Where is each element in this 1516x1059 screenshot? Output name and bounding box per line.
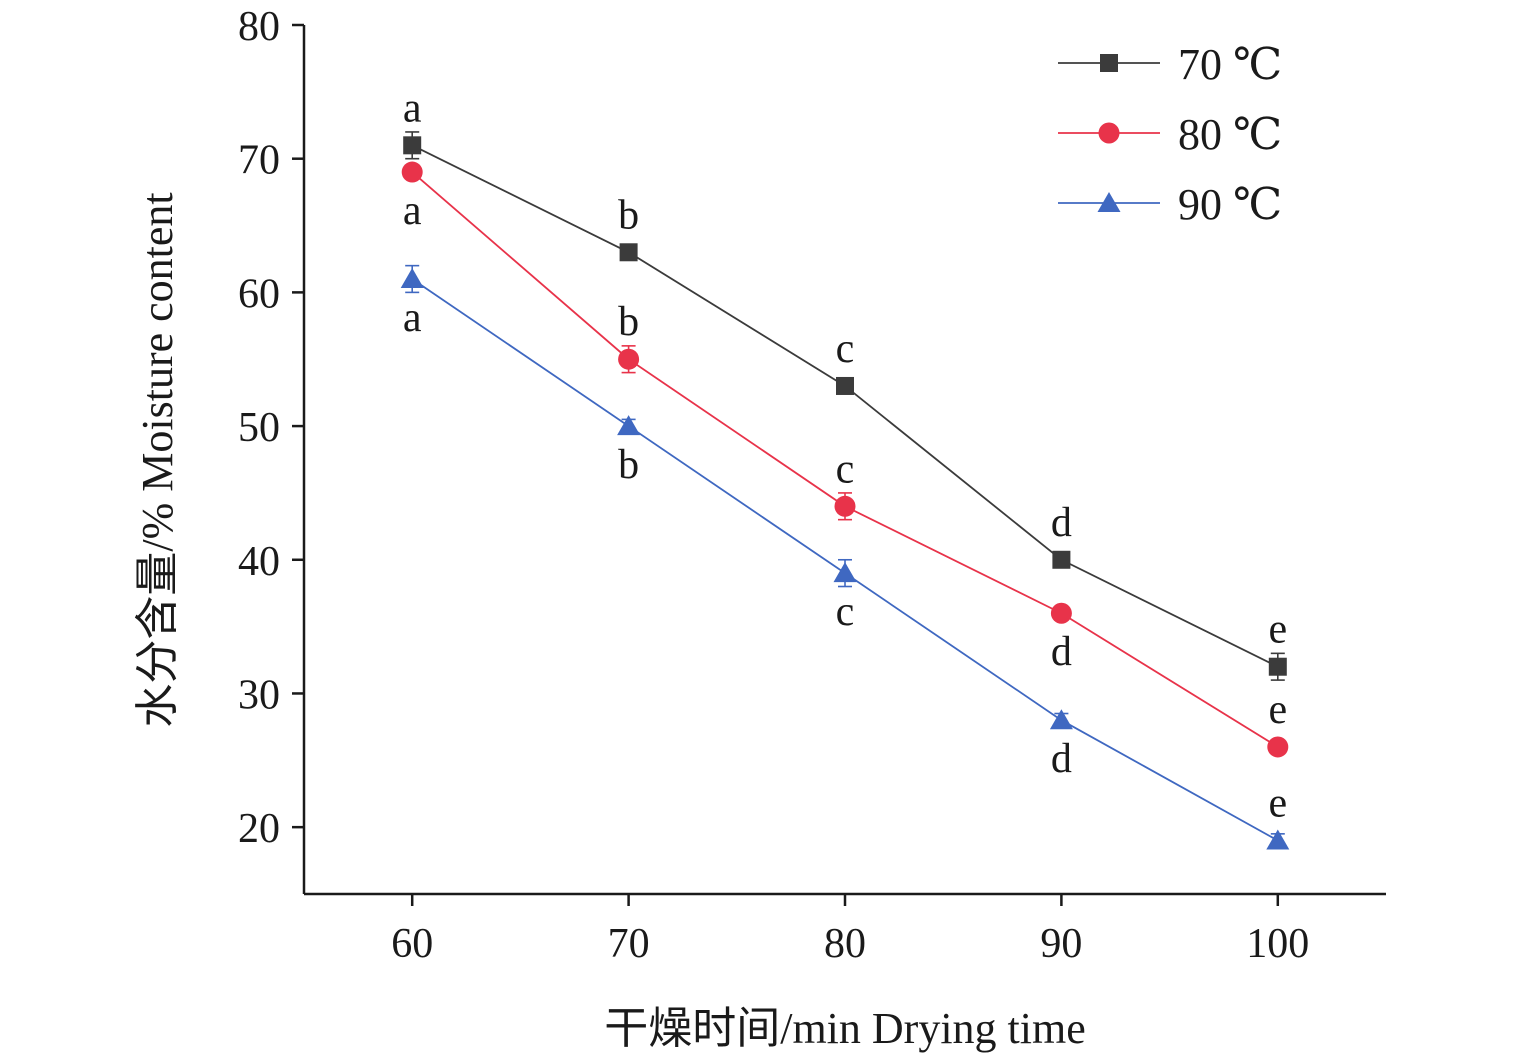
legend-item: 80 ℃ (1058, 110, 1282, 159)
data-point (617, 415, 641, 436)
y-tick-label: 80 (238, 4, 280, 50)
data-point (401, 161, 423, 183)
data-point (1267, 736, 1289, 758)
data-point (619, 243, 638, 262)
legend-item: 70 ℃ (1058, 40, 1282, 89)
series-layer: a b c d e a b c d e a b c d e (400, 85, 1290, 850)
y-tick-label: 30 (238, 672, 280, 718)
x-tick-label: 70 (608, 921, 650, 967)
y-tick-label: 50 (238, 405, 280, 451)
y-ticks: 20 30 40 50 60 70 80 (238, 4, 304, 852)
legend-label: 80 ℃ (1178, 110, 1282, 159)
significance-letter: c (836, 326, 855, 372)
data-point (1052, 550, 1071, 569)
data-point (1049, 709, 1073, 730)
significance-letter: e (1268, 781, 1287, 827)
significance-letter: b (618, 192, 639, 238)
significance-letter: c (836, 446, 855, 492)
significance-letter: a (403, 295, 422, 341)
y-tick-label: 60 (238, 271, 280, 317)
x-axis-label: 干燥时间/min Drying time (604, 1004, 1086, 1053)
y-tick-label: 70 (238, 138, 280, 184)
legend-label: 70 ℃ (1178, 40, 1282, 89)
significance-letter: a (403, 188, 422, 234)
significance-letter: e (1268, 607, 1287, 653)
legend-marker (1097, 192, 1121, 212)
x-tick-label: 100 (1246, 921, 1309, 967)
x-ticks: 60 70 80 90 100 (391, 894, 1309, 967)
data-point (836, 376, 854, 395)
significance-letter: e (1268, 687, 1287, 733)
significance-letter: d (1051, 500, 1072, 546)
x-tick-label: 90 (1040, 921, 1082, 967)
legend-label: 90 ℃ (1178, 180, 1282, 229)
data-point (1266, 829, 1290, 850)
legend: 70 ℃ 80 ℃ 90 ℃ (1058, 40, 1282, 229)
series-1: a b c d e (403, 85, 1287, 681)
y-tick-label: 40 (238, 539, 280, 585)
data-point (400, 268, 424, 289)
significance-letter: b (618, 299, 639, 345)
data-point (1268, 657, 1287, 676)
series-3: a b c d e (400, 264, 1290, 850)
y-tick-label: 20 (238, 806, 280, 852)
significance-letter: b (618, 442, 639, 488)
significance-letter: d (1051, 629, 1072, 675)
data-point (833, 562, 857, 583)
data-point (403, 136, 422, 155)
data-point (834, 495, 856, 517)
data-point (618, 348, 640, 370)
significance-letter: a (403, 85, 422, 131)
significance-letter: d (1051, 736, 1072, 782)
y-axis-label: 水分含量/% Moisture content (133, 192, 182, 727)
legend-marker (1100, 54, 1118, 72)
axes: 60 70 80 90 100 20 30 40 50 60 70 80 (238, 4, 1386, 967)
x-tick-label: 60 (391, 921, 433, 967)
x-tick-label: 80 (824, 921, 866, 967)
legend-marker (1098, 122, 1120, 144)
legend-item: 90 ℃ (1058, 180, 1282, 229)
data-point (1050, 602, 1072, 624)
significance-letter: c (836, 589, 855, 635)
series-2: a b c d e (401, 161, 1289, 758)
